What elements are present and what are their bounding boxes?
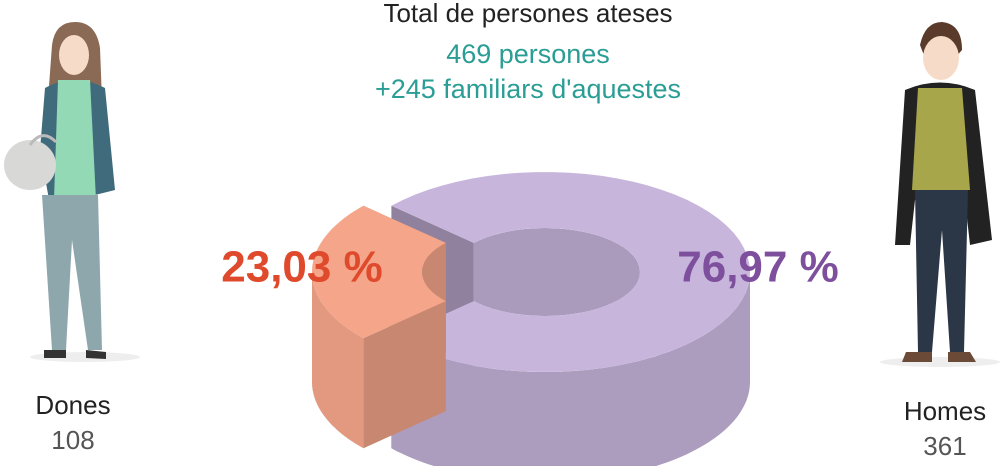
slice [312, 205, 446, 449]
slice-top [391, 172, 750, 372]
pie [312, 172, 750, 466]
subtitle: +245 familiars d'aquestes [375, 74, 681, 104]
chart-title: Total de persones ateses [383, 0, 672, 28]
count-label: 108 [51, 425, 94, 455]
man-figure [880, 22, 1000, 367]
inner-wall [473, 228, 640, 316]
value-label: 76,97 % [677, 243, 838, 292]
outer-wall [312, 272, 364, 449]
subtitle: 469 persones [446, 39, 610, 69]
value-label: 23,03 % [221, 243, 382, 292]
count-label: 361 [923, 431, 966, 461]
category-label: Dones [35, 390, 110, 420]
slice-top [312, 205, 446, 339]
woman-figure [4, 22, 140, 362]
category-label: Homes [904, 396, 986, 426]
outer-wall [391, 272, 750, 466]
